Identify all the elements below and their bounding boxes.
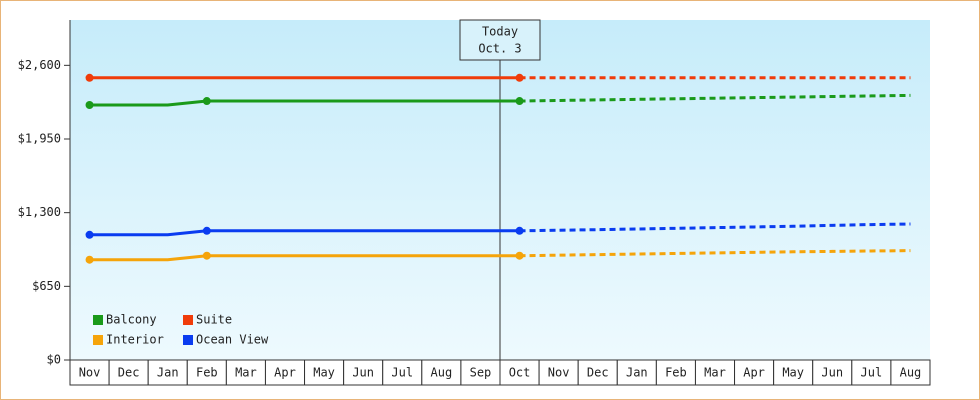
x-tick-label: Oct: [509, 366, 531, 380]
series-line: [89, 99, 520, 107]
y-tick-label: $650: [32, 279, 61, 293]
point: [85, 255, 94, 264]
x-tick-label: Jul: [861, 366, 883, 380]
legend-swatch: [183, 335, 193, 345]
x-tick-label: Jun: [821, 366, 843, 380]
x-tick-label: Jan: [157, 366, 179, 380]
x-tick-box: [264, 359, 306, 386]
x-tick-box: [186, 359, 227, 386]
legend-label: Suite: [196, 313, 232, 327]
y-tick-label: $1,950: [18, 132, 61, 146]
x-tick-label: Mar: [235, 366, 257, 380]
point: [202, 97, 211, 106]
x-tick-label: Nov: [548, 366, 570, 380]
point: [515, 226, 524, 235]
x-tick-box: [890, 359, 931, 386]
x-tick-box: [499, 359, 540, 386]
x-tick-label: Jun: [352, 366, 374, 380]
x-tick-box: [577, 359, 618, 386]
point: [85, 73, 94, 82]
point: [515, 97, 524, 106]
y-tick-label: $2,600: [18, 58, 61, 72]
legend-label: Interior: [106, 333, 164, 347]
series-line: [89, 229, 520, 237]
x-tick-label: Nov: [79, 366, 101, 380]
x-tick-label: Dec: [118, 366, 140, 380]
x-tick-label: Sep: [470, 366, 492, 380]
x-tick-box: [421, 359, 462, 386]
x-tick-label: Apr: [743, 366, 765, 380]
x-tick-box: [655, 359, 696, 386]
point: [202, 251, 211, 260]
x-tick-box: [108, 359, 149, 386]
y-tick-label: $1,300: [18, 205, 61, 219]
legend-swatch: [93, 315, 103, 325]
x-tick-box: [851, 359, 892, 386]
x-tick-label: Aug: [900, 366, 922, 380]
x-tick-box: [812, 359, 853, 386]
y-tick-label: $0: [47, 353, 61, 367]
point: [85, 101, 94, 109]
legend-label: Ocean View: [196, 333, 269, 347]
forecast-line: [519, 249, 911, 258]
x-tick-label: Jul: [391, 366, 413, 380]
forecast-line: [519, 222, 911, 233]
x-tick-box: [147, 359, 188, 386]
point: [202, 226, 211, 235]
x-tick-label: Jan: [626, 366, 648, 380]
x-tick-box: [69, 359, 110, 386]
point: [85, 230, 94, 239]
x-tick-label: Feb: [665, 366, 687, 380]
x-tick-label: May: [313, 366, 335, 380]
x-tick-label: Aug: [431, 366, 453, 380]
forecast-line: [519, 93, 911, 103]
today-label: Today: [482, 25, 518, 39]
legend-label: Balcony: [106, 313, 157, 327]
today-box: [459, 19, 541, 61]
x-tick-box: [694, 359, 736, 386]
legend-swatch: [183, 315, 193, 325]
x-tick-label: Mar: [704, 366, 726, 380]
x-tick-label: Feb: [196, 366, 218, 380]
x-tick-box: [382, 359, 423, 386]
point: [515, 73, 524, 82]
x-tick-label: Apr: [274, 366, 296, 380]
legend-swatch: [93, 335, 103, 345]
x-tick-box: [225, 359, 266, 386]
today-label: Oct. 3: [478, 42, 521, 56]
x-tick-box: [343, 359, 384, 386]
point: [515, 251, 524, 260]
x-tick-box: [616, 359, 657, 386]
x-tick-label: May: [782, 366, 804, 380]
series-line: [89, 254, 520, 262]
x-tick-label: Dec: [587, 366, 609, 380]
